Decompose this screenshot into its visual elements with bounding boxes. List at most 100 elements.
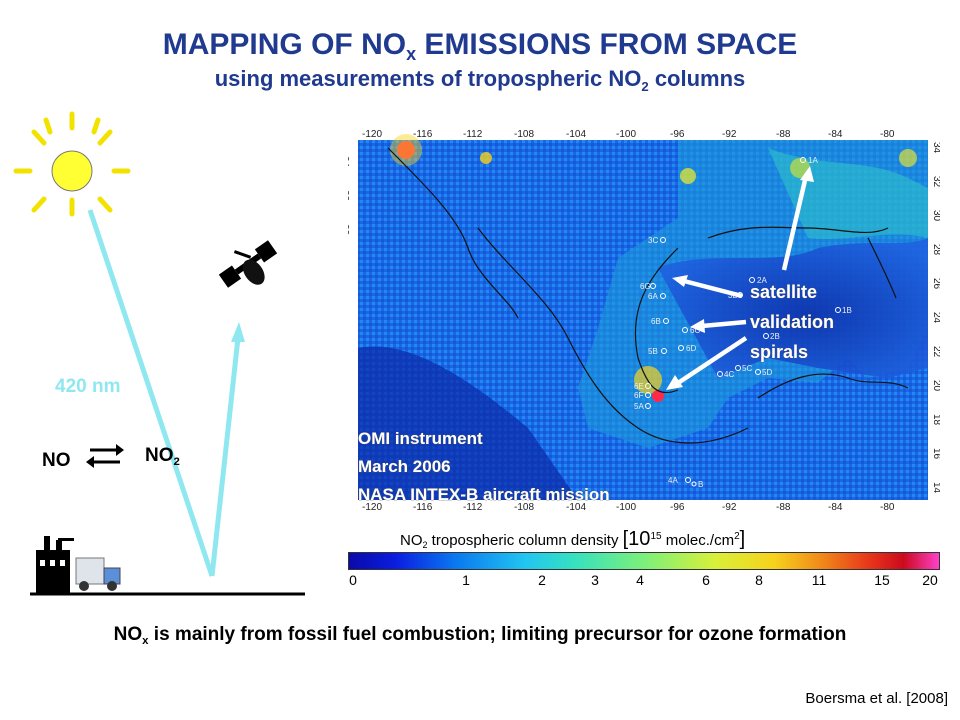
colorbar-title-rest: tropospheric column density: [427, 532, 623, 549]
sun-icon: [13, 111, 131, 217]
spiral-site: 5C: [735, 364, 752, 373]
campaign-date-line: March 2006: [358, 457, 451, 476]
spiral-site: 6E: [634, 382, 651, 391]
lon-tick: -104: [566, 129, 586, 140]
factory-icon: [36, 536, 74, 594]
colorbar-tick: 8: [755, 572, 763, 588]
lon-tick: -80: [880, 502, 895, 512]
wavelength-label: 420 nm: [55, 376, 121, 397]
validation-label-line: spirals: [750, 342, 808, 362]
arrow-head-icon: [690, 319, 705, 333]
spiral-sites: 1A 3C 2A 6G 3B 6A 1B 6B 6C 2B 6D 5B 5C 4…: [634, 156, 852, 489]
site-label: 2A: [757, 276, 767, 285]
lon-tick: -96: [670, 502, 685, 512]
title-text-a: MAPPING OF NO: [162, 28, 407, 61]
colorbar-tick: 6: [702, 572, 710, 588]
lon-tick: -108: [514, 129, 534, 140]
validation-arrows: [666, 166, 814, 390]
colorbar-gradient: [348, 552, 940, 570]
colorbar-title-sub: 2: [422, 540, 428, 551]
lon-tick: -100: [616, 129, 636, 140]
colorbar-tick: 4: [636, 572, 644, 588]
colorbar-units-exp: 15: [650, 531, 662, 542]
colorbar-units-end: ]: [739, 528, 746, 550]
lon-tick: -112: [463, 502, 483, 512]
title-subscript: x: [406, 44, 417, 65]
site-label: 5D: [762, 368, 772, 377]
gulf-of-mexico: [658, 238, 928, 378]
site-label: 1B: [842, 306, 852, 315]
lat-tick: 24: [931, 312, 940, 324]
no2-label-base: NO: [145, 445, 174, 466]
colorbar-tick: 3: [591, 572, 599, 588]
arrow-head-icon: [672, 275, 688, 287]
lat-tick: 34: [348, 156, 350, 168]
site-label: 6E: [634, 382, 644, 391]
caption-text: is mainly from fossil fuel combustion; l…: [148, 624, 847, 645]
title-text-b: EMISSIONS FROM SPACE: [416, 28, 798, 61]
lat-tick: 32: [931, 176, 940, 188]
lat-tick: 32: [348, 190, 350, 202]
spiral-site: 1A: [800, 156, 818, 165]
lat-tick: 18: [931, 414, 940, 426]
lon-tick: -100: [616, 502, 636, 512]
arrow-up-icon: [231, 322, 245, 342]
lon-tick: -120: [362, 129, 382, 140]
lon-tick: -120: [362, 502, 382, 512]
site-label: 6B: [651, 317, 661, 326]
truck-icon: [75, 557, 121, 591]
validation-label-line: validation: [750, 312, 834, 332]
spiral-site: 6A: [648, 292, 666, 301]
measurement-diagram: [13, 111, 305, 596]
site-label: 6A: [648, 292, 658, 301]
validation-label-line: satellite: [750, 282, 817, 302]
colorbar-tick: 15: [874, 572, 890, 588]
pacific-ocean: [358, 346, 578, 500]
site-label: B: [698, 480, 703, 489]
colorbar-title: NO2 tropospheric column density [1015 mo…: [400, 528, 745, 551]
colorbar-tick: 1: [462, 572, 470, 588]
slide-title: MAPPING OF NOx EMISSIONS FROM SPACE: [0, 28, 960, 65]
subtitle-subscript: 2: [641, 78, 649, 94]
arrow-head-icon: [666, 375, 683, 390]
land-region: [358, 140, 928, 448]
spiral-site: 5D: [755, 368, 772, 377]
lat-tick: 22: [931, 346, 940, 358]
site-label: 3C: [648, 236, 658, 245]
lon-tick: -116: [413, 502, 433, 512]
lon-tick: -84: [828, 129, 843, 140]
light-path: [87, 209, 241, 577]
lon-tick: -108: [514, 502, 534, 512]
spiral-site: 1B: [835, 306, 852, 315]
colorbar-units-rest: molec./cm: [661, 532, 735, 549]
colorbar-ticks: 0 1 2 3 4 6 8 11 15 20: [348, 572, 940, 592]
lat-tick: 14: [931, 482, 940, 494]
lat-tick: 34: [931, 142, 940, 154]
caption-nox: NO: [113, 624, 143, 645]
no2-label: NO2: [145, 445, 180, 468]
colorbar-tick: 0: [349, 572, 357, 588]
spiral-site: 6C: [682, 326, 700, 335]
instrument-line: OMI instrument: [358, 429, 483, 448]
satellite-icon: [218, 240, 278, 288]
lon-tick: -92: [722, 502, 737, 512]
slide-subtitle: using measurements of tropospheric NO2 c…: [0, 66, 960, 94]
caption: NOx is mainly from fossil fuel combustio…: [0, 624, 960, 647]
spiral-site: 6F: [634, 391, 651, 400]
lon-tick: -104: [566, 502, 586, 512]
arrow-head-icon: [800, 166, 814, 182]
spiral-site: 2B: [763, 332, 780, 341]
site-label: 5B: [648, 347, 658, 356]
lat-tick: 20: [931, 380, 940, 392]
site-label: 4A: [668, 476, 678, 485]
colorbar-units-exp2: 2: [734, 531, 740, 542]
site-label: 5C: [742, 364, 752, 373]
mission-line: NASA INTEX-B aircraft mission: [358, 485, 610, 504]
hotspot-mexico-city: [652, 390, 664, 402]
spiral-site: 4C: [717, 370, 734, 379]
hotspot-los-angeles: [397, 141, 415, 159]
lat-tick: 16: [931, 448, 940, 460]
instrument-info: OMI instrument March 2006 NASA INTEX-B a…: [358, 429, 610, 505]
lat-tick: 30: [931, 210, 940, 222]
citation: Boersma et al. [2008]: [805, 690, 948, 707]
